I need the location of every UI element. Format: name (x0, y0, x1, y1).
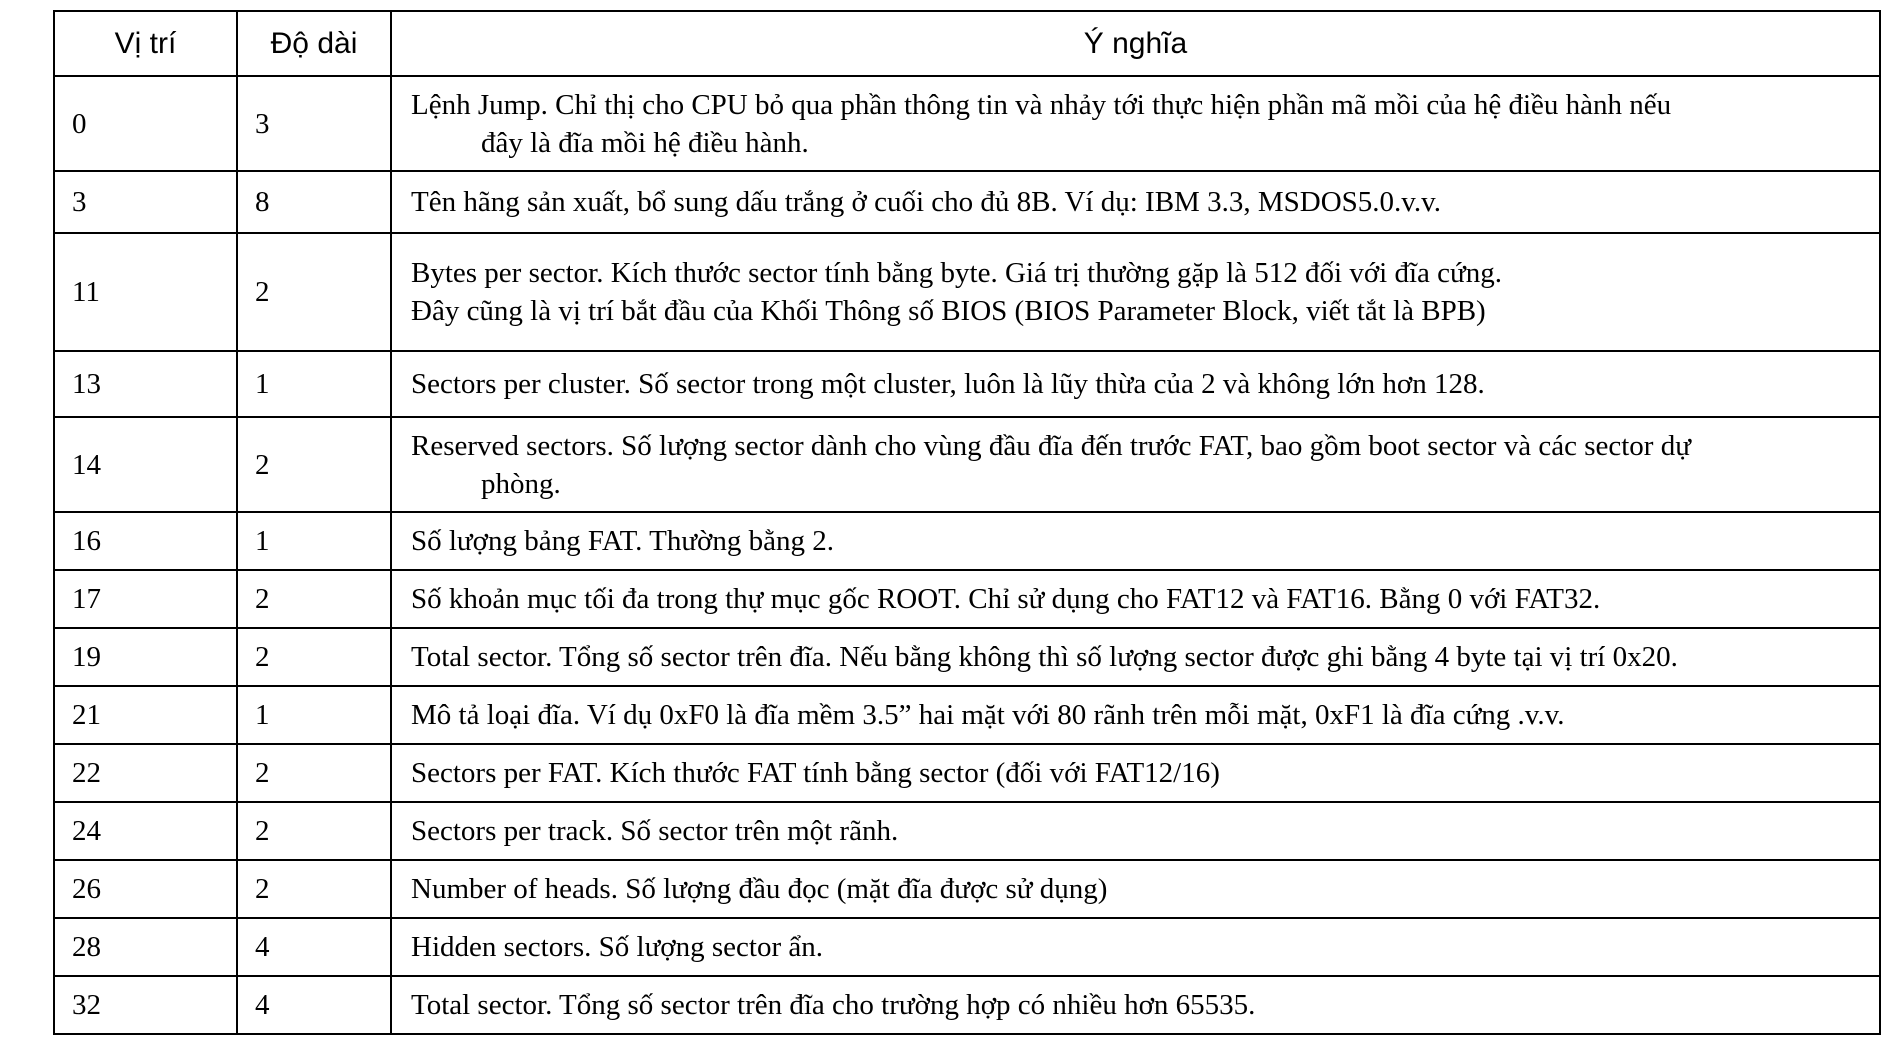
cell-position: 19 (53, 627, 238, 687)
meaning-line: Lệnh Jump. Chỉ thị cho CPU bỏ qua phần t… (411, 88, 1672, 121)
cell-length: 1 (236, 685, 392, 745)
cell-meaning: Lệnh Jump. Chỉ thị cho CPU bỏ qua phần t… (390, 75, 1881, 172)
cell-position: 14 (53, 416, 238, 513)
cell-position: 24 (53, 801, 238, 861)
table-row: 3 8 Tên hãng sản xuất, bổ sung dấu trắng… (53, 170, 1881, 234)
meaning-line-continued: phòng. (481, 467, 561, 500)
cell-meaning: Sectors per FAT. Kích thước FAT tính bằn… (390, 743, 1881, 803)
header-length: Độ dài (236, 10, 392, 77)
header-position: Vị trí (53, 10, 238, 77)
table-row: 17 2 Số khoản mục tối đa trong thự mục g… (53, 569, 1881, 629)
cell-length: 2 (236, 569, 392, 629)
cell-length: 2 (236, 859, 392, 919)
meaning-line: Reserved sectors. Số lượng sector dành c… (411, 429, 1691, 462)
cell-length: 2 (236, 743, 392, 803)
cell-position: 11 (53, 232, 238, 352)
cell-length: 1 (236, 350, 392, 418)
table-row: 22 2 Sectors per FAT. Kích thước FAT tín… (53, 743, 1881, 803)
meaning-line: Bytes per sector. Kích thước sector tính… (411, 257, 1503, 289)
meaning-line-continued: Đây cũng là vị trí bắt đầu của Khối Thôn… (411, 295, 1486, 327)
table-row: 11 2 Bytes per sector. Kích thước sector… (53, 232, 1881, 352)
cell-meaning: Number of heads. Số lượng đầu đọc (mặt đ… (390, 859, 1881, 919)
cell-meaning: Hidden sectors. Số lượng sector ẩn. (390, 917, 1881, 977)
cell-position: 22 (53, 743, 238, 803)
cell-meaning: Sectors per cluster. Số sector trong một… (390, 350, 1881, 418)
cell-meaning: Mô tả loại đĩa. Ví dụ 0xF0 là đĩa mềm 3.… (390, 685, 1881, 745)
cell-meaning: Total sector. Tổng số sector trên đĩa ch… (390, 975, 1881, 1035)
cell-position: 0 (53, 75, 238, 172)
cell-length: 2 (236, 416, 392, 513)
cell-length: 2 (236, 627, 392, 687)
table-row: 24 2 Sectors per track. Số sector trên m… (53, 801, 1881, 861)
cell-length: 3 (236, 75, 392, 172)
table-row: 16 1 Số lượng bảng FAT. Thường bằng 2. (53, 511, 1881, 571)
table-header-row: Vị trí Độ dài Ý nghĩa (53, 10, 1881, 77)
cell-position: 17 (53, 569, 238, 629)
cell-meaning: Reserved sectors. Số lượng sector dành c… (390, 416, 1881, 513)
cell-length: 2 (236, 801, 392, 861)
table-row: 19 2 Total sector. Tổng số sector trên đ… (53, 627, 1881, 687)
cell-meaning: Số lượng bảng FAT. Thường bằng 2. (390, 511, 1881, 571)
cell-position: 3 (53, 170, 238, 234)
table-row: 21 1 Mô tả loại đĩa. Ví dụ 0xF0 là đĩa m… (53, 685, 1881, 745)
boot-sector-table: Vị trí Độ dài Ý nghĩa 0 3 Lệnh Jump. Chỉ… (53, 10, 1881, 1035)
cell-position: 16 (53, 511, 238, 571)
cell-length: 2 (236, 232, 392, 352)
table-row: 14 2 Reserved sectors. Số lượng sector d… (53, 416, 1881, 513)
table-row: 0 3 Lệnh Jump. Chỉ thị cho CPU bỏ qua ph… (53, 75, 1881, 172)
table-row: 32 4 Total sector. Tổng số sector trên đ… (53, 975, 1881, 1035)
cell-meaning: Total sector. Tổng số sector trên đĩa. N… (390, 627, 1881, 687)
cell-length: 1 (236, 511, 392, 571)
cell-length: 4 (236, 975, 392, 1035)
cell-length: 8 (236, 170, 392, 234)
table-row: 26 2 Number of heads. Số lượng đầu đọc (… (53, 859, 1881, 919)
cell-meaning: Số khoản mục tối đa trong thự mục gốc RO… (390, 569, 1881, 629)
cell-length: 4 (236, 917, 392, 977)
cell-meaning: Sectors per track. Số sector trên một rã… (390, 801, 1881, 861)
cell-meaning: Bytes per sector. Kích thước sector tính… (390, 232, 1881, 352)
cell-position: 28 (53, 917, 238, 977)
cell-position: 26 (53, 859, 238, 919)
meaning-line-continued: đây là đĩa mồi hệ điều hành. (481, 126, 809, 159)
table-row: 28 4 Hidden sectors. Số lượng sector ẩn. (53, 917, 1881, 977)
cell-position: 13 (53, 350, 238, 418)
table-row: 13 1 Sectors per cluster. Số sector tron… (53, 350, 1881, 418)
cell-position: 21 (53, 685, 238, 745)
cell-position: 32 (53, 975, 238, 1035)
header-meaning: Ý nghĩa (390, 10, 1881, 77)
cell-meaning: Tên hãng sản xuất, bổ sung dấu trắng ở c… (390, 170, 1881, 234)
